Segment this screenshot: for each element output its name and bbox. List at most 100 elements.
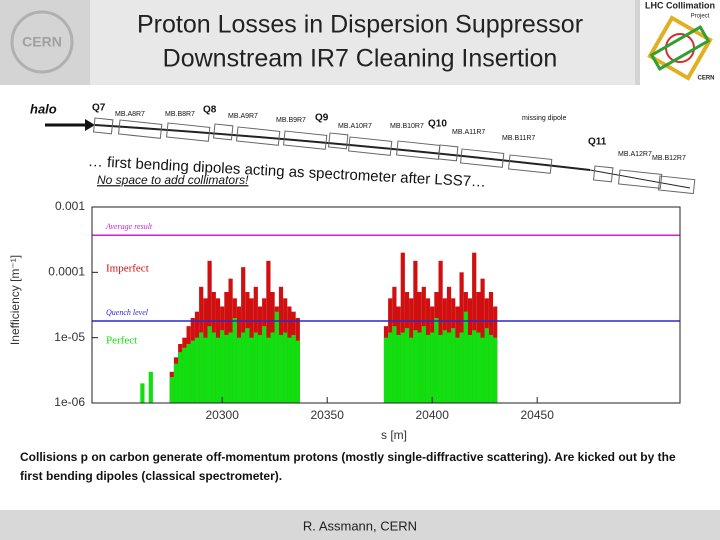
magnet-label: MB.A8R7 — [115, 111, 145, 118]
bar — [409, 337, 414, 403]
halo-label: halo — [30, 101, 57, 116]
bar — [291, 334, 296, 403]
magnet — [212, 123, 234, 141]
beamline-diagram: halo Q7 MB.A8R7 MB.B8R7 Q8 MB.A9R7 MB.B9R7 Q9 M… — [30, 101, 696, 195]
magnet — [327, 132, 349, 150]
bar — [194, 337, 200, 403]
bar — [211, 332, 216, 403]
bar — [232, 317, 237, 403]
bar — [404, 328, 410, 403]
bar — [253, 332, 258, 403]
bar — [257, 334, 263, 403]
bar — [270, 332, 275, 403]
cern-logo-text: CERN — [22, 34, 62, 50]
bar — [207, 326, 212, 403]
bar — [262, 326, 267, 403]
magnet-label: Q8 — [203, 105, 217, 116]
bar — [484, 328, 489, 403]
x-axis-label: s [m] — [381, 428, 407, 442]
note: No space to add collimators! — [97, 173, 249, 187]
magnet-label: missing dipole — [522, 115, 566, 122]
bar — [383, 337, 389, 403]
y-tick-label: 1e-05 — [54, 330, 85, 344]
bar — [278, 334, 284, 403]
bar — [392, 326, 397, 403]
bar — [178, 352, 183, 403]
magnet-label: MB.A9R7 — [228, 113, 258, 120]
bar — [245, 328, 250, 403]
bar — [421, 326, 426, 403]
magnet — [235, 126, 281, 146]
cern-logo — [10, 10, 74, 74]
halo-arrowhead — [85, 119, 95, 131]
magnet — [282, 130, 328, 150]
bar — [190, 340, 195, 403]
bar — [472, 252, 477, 403]
chart: Average result Quench level Imperfect Perfe… — [8, 199, 681, 442]
magnet-label: MB.B8R7 — [165, 111, 195, 118]
bar — [488, 334, 494, 403]
bar — [396, 334, 401, 403]
bar — [400, 252, 405, 403]
caption: Collisions p on carbon generate off-mome… — [20, 450, 676, 464]
bar — [442, 330, 447, 403]
bar — [199, 332, 204, 403]
logo-text: CERN — [697, 76, 714, 82]
bar — [266, 260, 271, 403]
bar — [287, 337, 292, 403]
y-tick-label: 1e-06 — [54, 395, 85, 409]
bar — [203, 337, 208, 403]
bar — [266, 337, 271, 403]
bar — [413, 330, 418, 403]
bar — [148, 371, 153, 403]
footer-band — [0, 510, 720, 540]
logo-shape — [649, 25, 711, 71]
logo-shape — [647, 15, 713, 81]
bar — [451, 328, 456, 403]
bar — [236, 337, 242, 403]
magnet-label: MB.B11R7 — [502, 135, 535, 142]
magnet-label: MB.A11R7 — [452, 129, 485, 136]
legend-entry: Perfect — [106, 335, 137, 347]
bar — [283, 332, 288, 403]
logo-text: Project — [691, 14, 710, 20]
bar — [480, 337, 485, 403]
bar — [182, 347, 187, 403]
legend-entry: Imperfect — [106, 263, 149, 275]
magnet — [617, 169, 663, 189]
bar — [400, 332, 405, 403]
beam-line — [589, 169, 691, 189]
bar — [438, 260, 443, 403]
bar — [417, 332, 422, 403]
bar — [455, 337, 460, 403]
bar — [173, 363, 179, 403]
bar — [215, 337, 221, 403]
magnet-label: MB.B9R7 — [276, 117, 306, 124]
bar — [430, 332, 435, 403]
title: Proton Losses in Dispersion Suppressor — [137, 11, 583, 39]
bar — [274, 311, 279, 403]
bar — [459, 332, 464, 403]
bar — [224, 334, 229, 403]
bar — [463, 311, 468, 403]
magnet-label: Q10 — [428, 119, 447, 130]
magnet — [507, 154, 553, 174]
x-tick-label: 20400 — [416, 408, 450, 422]
magnet-label: Q7 — [92, 103, 106, 114]
x-tick-label: 20350 — [311, 408, 345, 422]
y-tick-label: 0.0001 — [48, 265, 85, 279]
bar — [249, 337, 254, 403]
magnet — [347, 136, 393, 156]
x-tick-label: 20450 — [521, 408, 555, 422]
footer: R. Assmann, CERN — [303, 518, 417, 533]
bar — [467, 334, 473, 403]
magnet — [437, 144, 459, 162]
magnet — [117, 119, 163, 139]
logo-text: LHC Collimation — [645, 0, 715, 10]
title: Downstream IR7 Cleaning Insertion — [163, 45, 558, 73]
magnet — [592, 165, 614, 183]
caption: first bending dipoles (classical spectro… — [20, 469, 282, 483]
magnet — [165, 122, 211, 142]
bar — [140, 383, 145, 403]
magnet-label: Q9 — [315, 113, 329, 124]
